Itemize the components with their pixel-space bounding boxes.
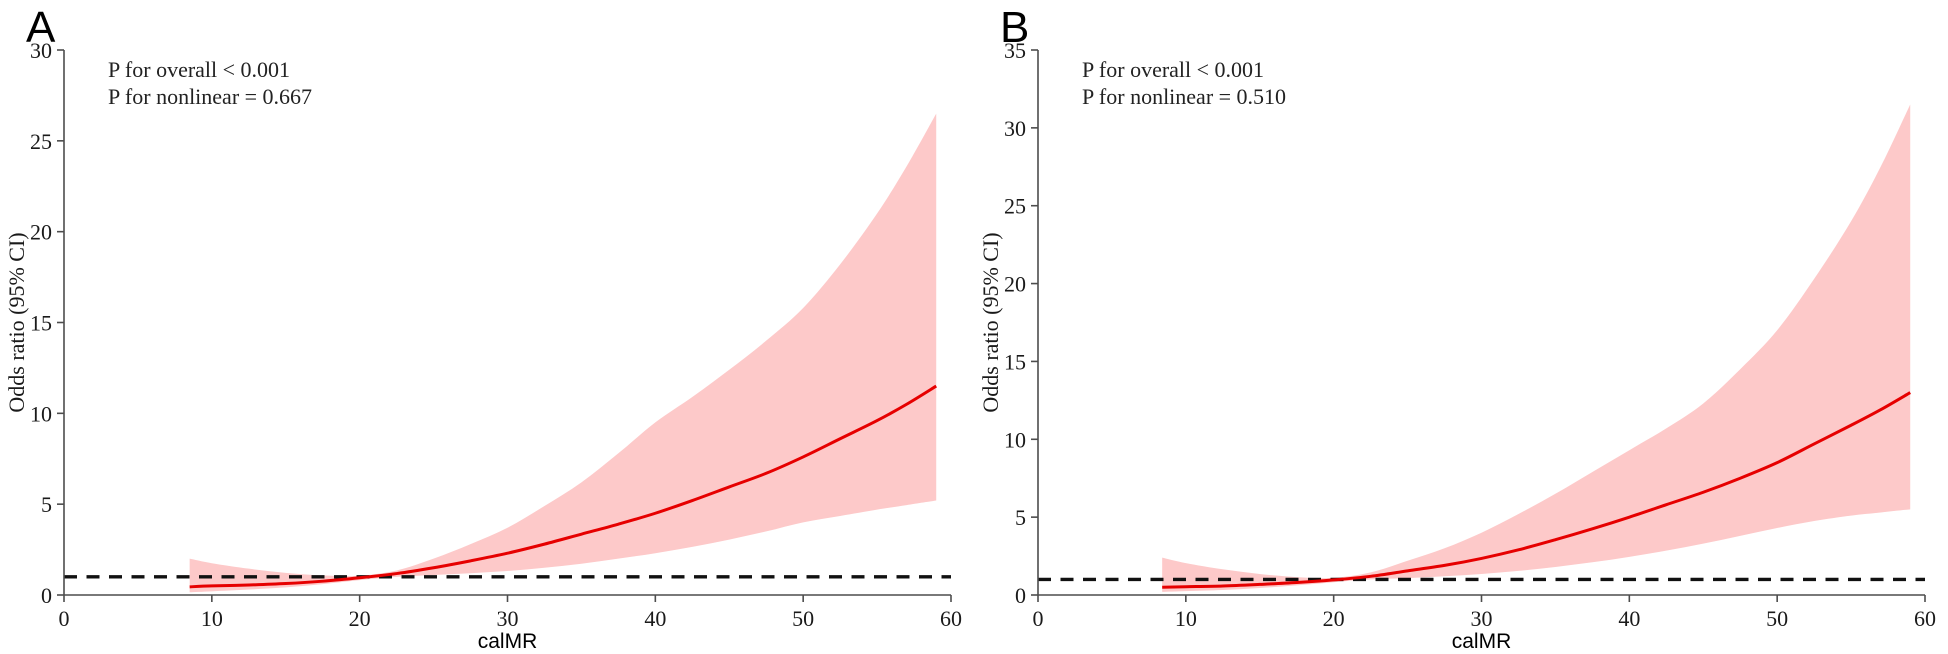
annotation-p-overall: P for overall < 0.001	[108, 57, 290, 82]
y-tick-label: 10	[1004, 427, 1026, 452]
annotation-p-nonlinear: P for nonlinear = 0.510	[1082, 84, 1286, 109]
y-axis-title: Odds ratio (95% CI)	[4, 232, 29, 412]
y-tick-label: 30	[1004, 116, 1026, 141]
x-axis-title: calMR	[1452, 630, 1512, 653]
annotation-p-overall: P for overall < 0.001	[1082, 57, 1264, 82]
y-tick-label: 25	[30, 129, 52, 154]
x-tick-label: 50	[792, 606, 814, 631]
x-tick-label: 10	[201, 606, 223, 631]
x-tick-label: 10	[1175, 606, 1197, 631]
y-tick-label: 5	[1015, 505, 1026, 530]
panel-letter: A	[26, 3, 56, 52]
x-tick-label: 20	[1323, 606, 1345, 631]
spline-curve	[1162, 391, 1911, 589]
y-tick-label: 20	[30, 220, 52, 245]
y-tick-label: 0	[1015, 583, 1026, 608]
panel-letter: B	[1000, 3, 1029, 52]
x-tick-label: 0	[1033, 606, 1044, 631]
panel-a: 0 10 20 30 40 50 60 0 5 10 15 20 25 30 calMR Odds ratio…	[4, 3, 962, 653]
x-tick-label: 30	[497, 606, 519, 631]
x-tick-label: 60	[940, 606, 962, 631]
ci-band	[1162, 104, 1911, 592]
x-tick-label: 50	[1766, 606, 1788, 631]
y-tick-label: 15	[30, 311, 52, 336]
x-axis-title: calMR	[478, 630, 538, 653]
spline-curve	[189, 384, 938, 589]
panel-b: 0 10 20 30 40 50 60 0 5 10 15 20 25 30 35 calMR Odds rat…	[974, 0, 1948, 654]
panel-b-chart: 0 10 20 30 40 50 60 0 5 10 15 20 25 30 35 calMR Odds rat…	[978, 3, 1936, 653]
x-tick-label: 60	[1914, 606, 1936, 631]
x-tick-label: 40	[1618, 606, 1640, 631]
y-tick-label: 15	[1004, 349, 1026, 374]
ci-band	[189, 113, 937, 593]
x-tick-label: 20	[349, 606, 371, 631]
y-tick-label: 20	[1004, 272, 1026, 297]
y-tick-label: 25	[1004, 194, 1026, 219]
annotation-p-nonlinear: P for nonlinear = 0.667	[108, 84, 312, 109]
x-tick-label: 40	[644, 606, 666, 631]
y-tick-label: 0	[41, 583, 52, 608]
y-tick-label: 10	[30, 401, 52, 426]
y-tick-label: 30	[30, 38, 52, 63]
y-tick-label: 35	[1004, 38, 1026, 63]
x-tick-label: 0	[59, 606, 70, 631]
y-tick-label: 5	[41, 492, 52, 517]
x-tick-label: 30	[1471, 606, 1493, 631]
y-axis-title: Odds ratio (95% CI)	[978, 232, 1003, 412]
